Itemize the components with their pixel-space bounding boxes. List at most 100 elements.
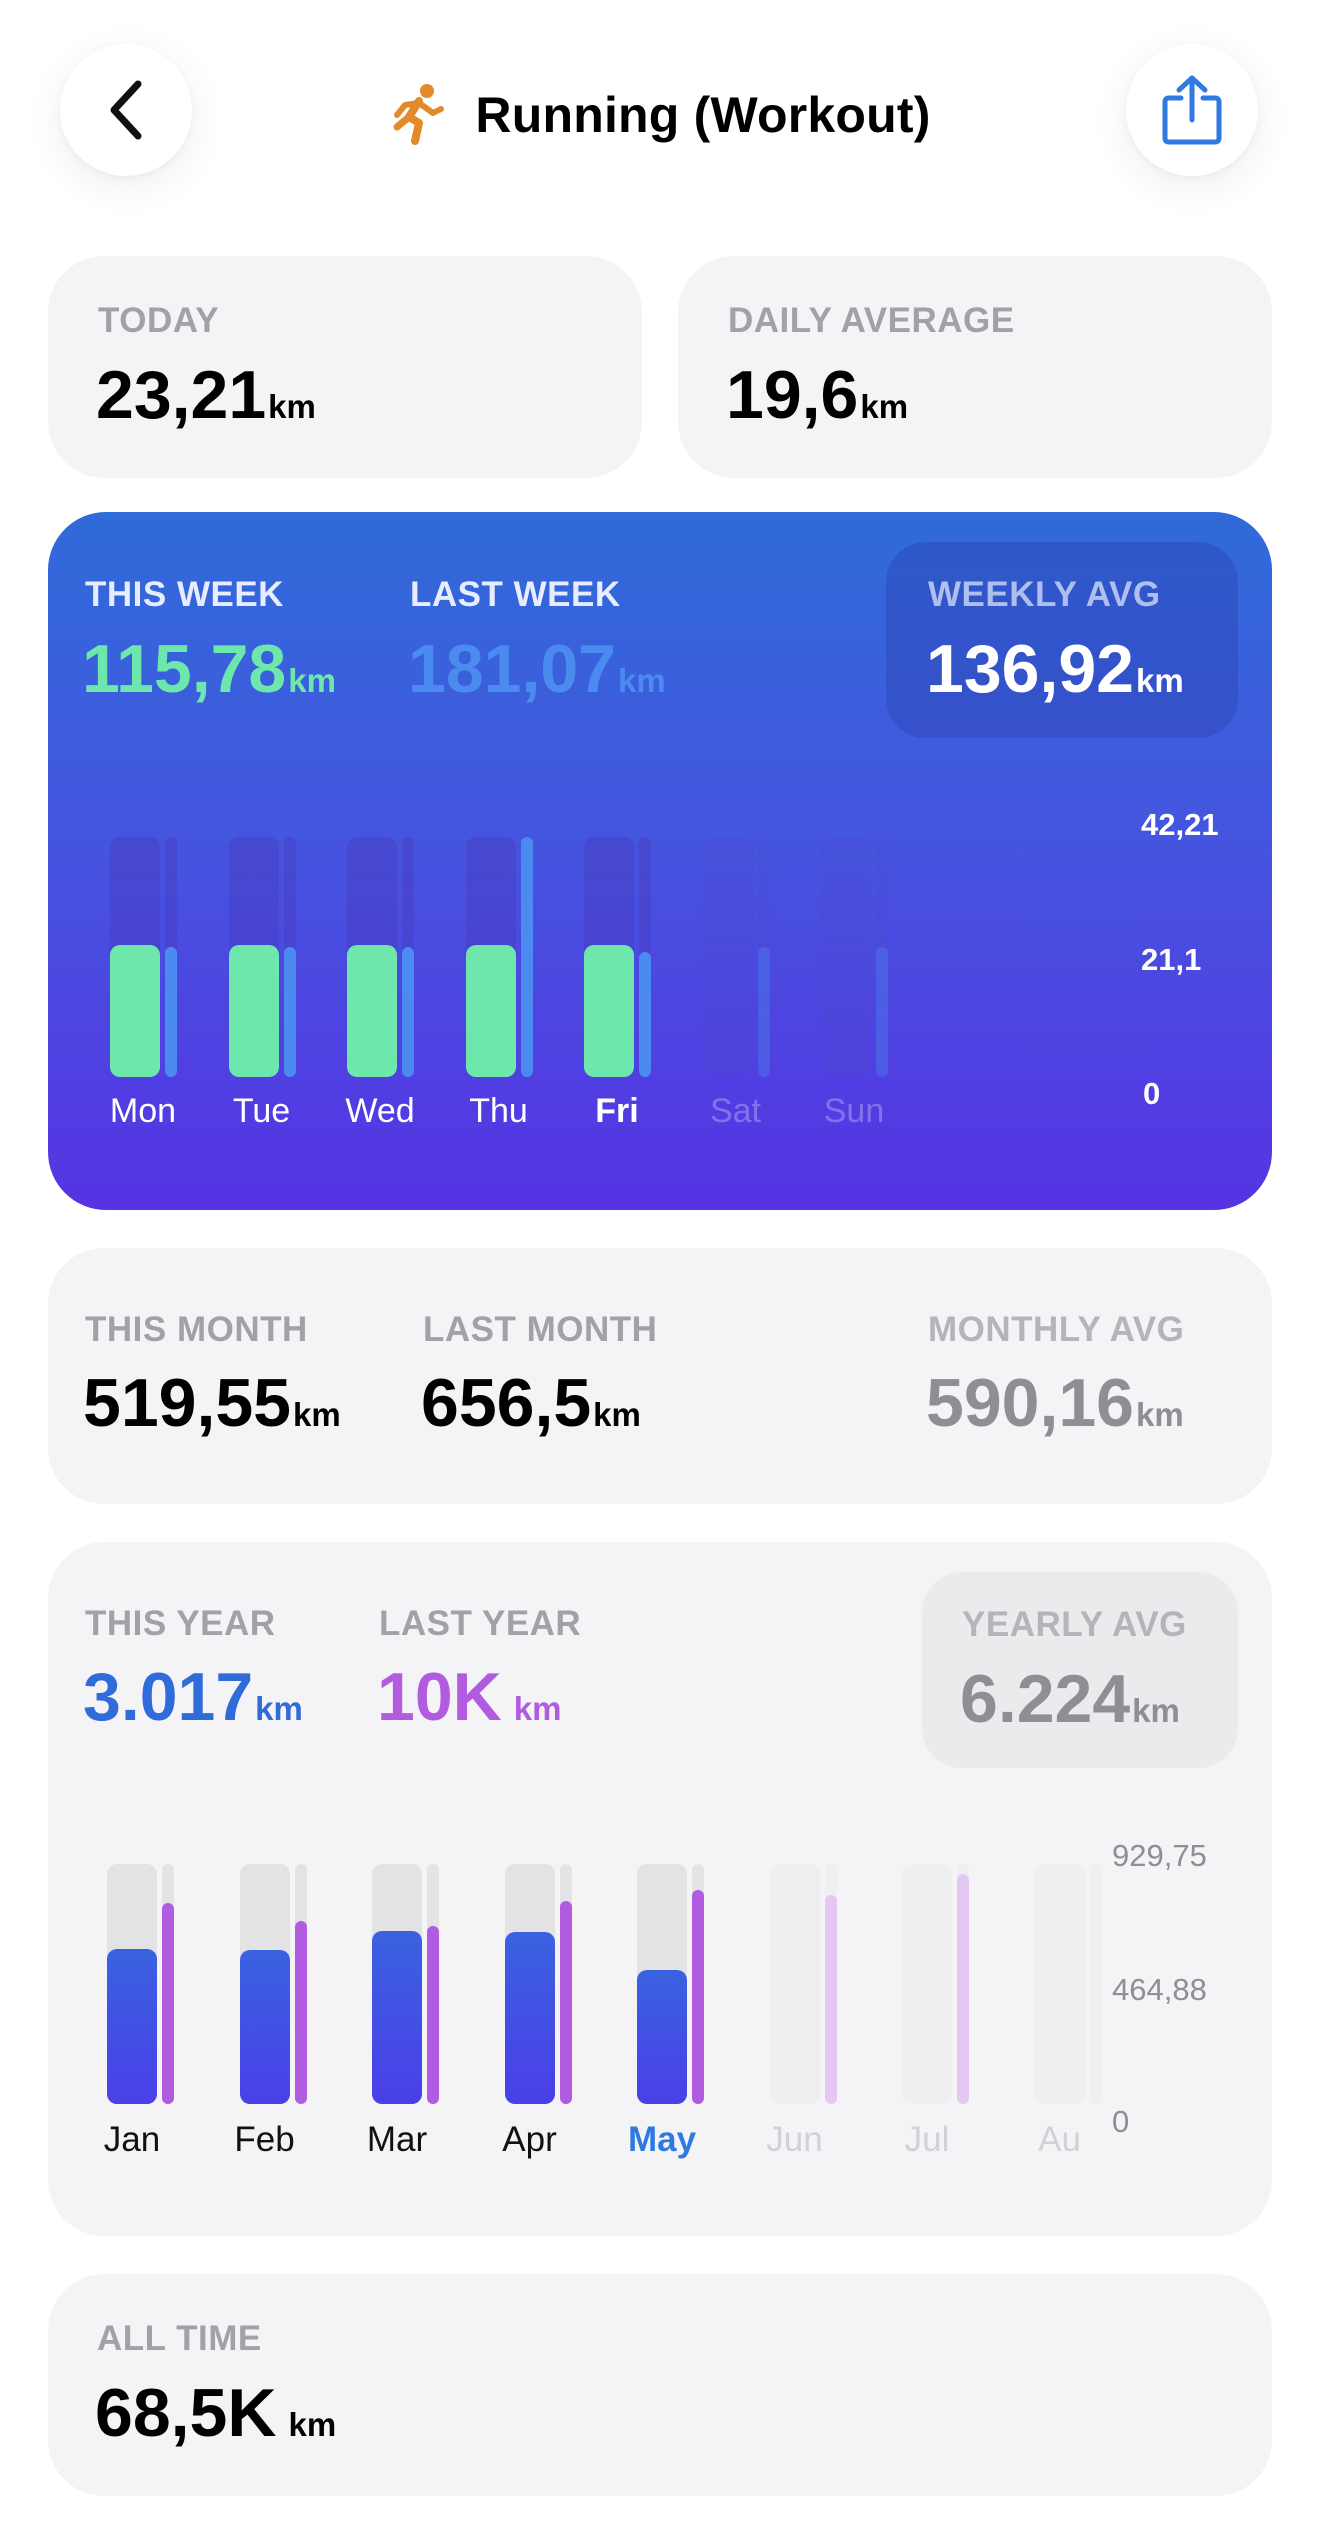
week-bar-last [876,947,888,1077]
this-month-label: THIS MONTH [85,1310,308,1349]
week-day-label: Thu [469,1092,528,1130]
week-bar-track [702,837,753,1077]
week-bar-this [228,945,279,1077]
this-week-number: 115,78 [82,631,287,707]
share-button[interactable] [1126,44,1258,176]
week-day-label: Fri [595,1092,639,1130]
week-bar-this [584,945,634,1077]
monthly-card[interactable]: THIS MONTH 519,55km LAST MONTH 656,5km M… [48,1248,1272,1504]
last-month-value: 656,5km [421,1364,641,1442]
last-year-number: 10K [377,1659,502,1735]
all-time-label: ALL TIME [97,2319,262,2358]
yearly-average-label: YEARLY AVG [962,1605,1187,1644]
monthly-average-number: 590,16 [926,1365,1134,1441]
last-month-unit: km [593,1396,641,1433]
year-month-label: May [627,2120,697,2159]
year-bar-last [957,1874,969,2104]
week-bar-this [110,945,160,1077]
year-month-label: Apr [502,2120,557,2159]
week-day-label: Sat [709,1092,762,1130]
week-y-tick-label: 0 [1143,1076,1161,1111]
chevron-left-icon [110,80,142,140]
year-bar-last [162,1902,174,2104]
last-year-unit: km [513,1690,562,1727]
year-month-label: Mar [366,2120,428,2159]
last-year-label: LAST YEAR [379,1604,582,1643]
year-bar-last [427,1925,439,2104]
this-year-number: 3.017 [83,1659,254,1735]
daily-average-unit: km [860,388,909,425]
week-day-label: Mon [109,1092,177,1130]
weekly-average-box: WEEKLY AVG 136,92km [886,542,1238,738]
running-figure-icon [393,84,445,145]
last-year-value: 10K km [377,1658,561,1736]
year-month-label: Au [1038,2120,1081,2159]
all-time-card[interactable]: ALL TIME 68,5K km [48,2274,1272,2496]
year-month-label: Jun [766,2120,823,2159]
last-week-label: LAST WEEK [410,575,621,614]
year-bar-track [769,1864,820,2104]
week-y-tick-label: 21,1 [1141,942,1202,977]
weekly-card[interactable]: THIS WEEK 115,78km LAST WEEK 181,07km WE… [48,512,1272,1210]
this-year-label: THIS YEAR [85,1604,276,1643]
year-bar-track [902,1864,952,2104]
year-month-label: Feb [234,2120,295,2159]
year-bar-this [504,1932,555,2104]
this-month-number: 519,55 [83,1365,291,1441]
last-week-number: 181,07 [408,631,616,707]
week-bar-last [520,837,533,1077]
daily-average-value: 19,6km [726,356,908,434]
today-label: TODAY [98,301,220,340]
year-y-tick-label: 929,75 [1112,1838,1207,1873]
weekly-average-unit: km [1135,662,1184,699]
monthly-average-unit: km [1135,1396,1184,1433]
week-bar-last [402,947,414,1077]
year-bar-last [559,1901,572,2104]
last-month-number: 656,5 [421,1365,592,1441]
year-month-label: Jan [103,2120,161,2159]
last-month-label: LAST MONTH [423,1310,658,1349]
year-bar-track-last [1089,1864,1102,2104]
this-month-value: 519,55km [83,1364,341,1442]
all-time-number: 68,5K [95,2375,277,2451]
today-number: 23,21 [96,357,267,433]
week-bar-last [165,947,177,1077]
week-bar-track [821,837,871,1077]
monthly-average-value: 590,16km [926,1364,1184,1442]
week-bar-this [465,945,516,1077]
page-title: Running (Workout) [475,87,931,143]
back-button[interactable] [60,44,192,176]
week-y-tick-label: 42,21 [1141,807,1219,842]
this-month-unit: km [292,1396,341,1433]
year-bar-track [1034,1864,1085,2104]
today-card[interactable]: TODAY 23,21km [48,256,642,478]
week-bar-last [757,947,770,1077]
year-month-label: Jul [904,2120,950,2159]
week-bar-track-last [876,837,888,1077]
weekly-average-label: WEEKLY AVG [928,575,1161,614]
this-week-unit: km [288,662,336,699]
year-y-tick-label: 0 [1112,2104,1130,2139]
week-day-label: Sun [823,1092,885,1130]
all-time-unit: km [288,2406,337,2443]
year-bar-this [107,1949,157,2104]
this-year-unit: km [255,1690,303,1727]
week-day-label: Tue [232,1092,291,1130]
daily-average-card[interactable]: DAILY AVERAGE 19,6km [678,256,1272,478]
week-bar-last [639,952,651,1077]
monthly-average-label: MONTHLY AVG [928,1310,1185,1349]
page-header: Running (Workout) [0,70,1320,160]
week-day-label: Wed [345,1092,415,1130]
yearly-card[interactable]: THIS YEAR 3.017km LAST YEAR 10K km YEARLY… [48,1542,1272,2236]
week-bar-last [283,947,296,1077]
all-time-value: 68,5K km [95,2374,336,2452]
daily-average-number: 19,6 [726,357,859,433]
year-bar-last [294,1920,307,2104]
daily-average-label: DAILY AVERAGE [728,301,1015,340]
year-y-tick-label: 464,88 [1112,1972,1207,2007]
yearly-average-number: 6.224 [960,1661,1131,1737]
this-week-label: THIS WEEK [85,575,284,614]
last-week-value: 181,07km [408,630,666,708]
this-year-value: 3.017km [83,1658,303,1736]
week-bar-track-last [757,837,770,1077]
